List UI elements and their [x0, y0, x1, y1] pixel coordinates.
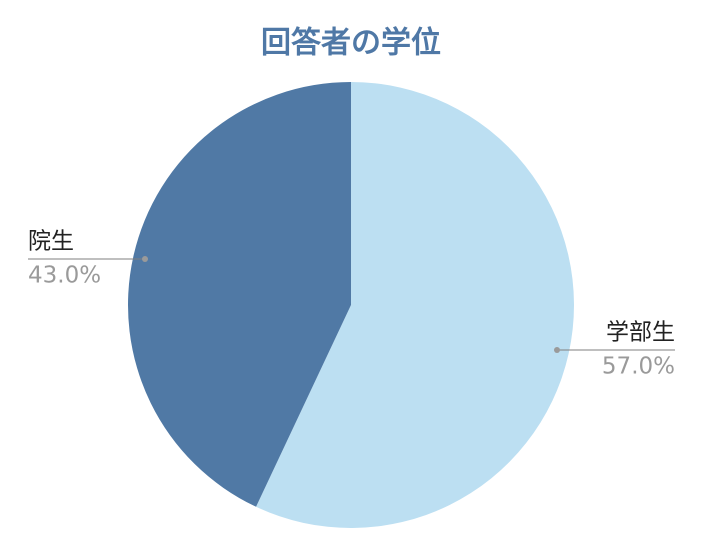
pie-slice [256, 82, 574, 528]
value-label: 57.0% [602, 354, 675, 380]
pie-slice [128, 82, 351, 507]
value-label: 43.0% [28, 263, 101, 289]
leader-dot [142, 256, 148, 262]
category-label: 学部生 [606, 320, 675, 346]
leader-dot [554, 347, 560, 353]
chart-title: 回答者の学位 [261, 26, 441, 61]
category-label: 院生 [28, 229, 74, 255]
